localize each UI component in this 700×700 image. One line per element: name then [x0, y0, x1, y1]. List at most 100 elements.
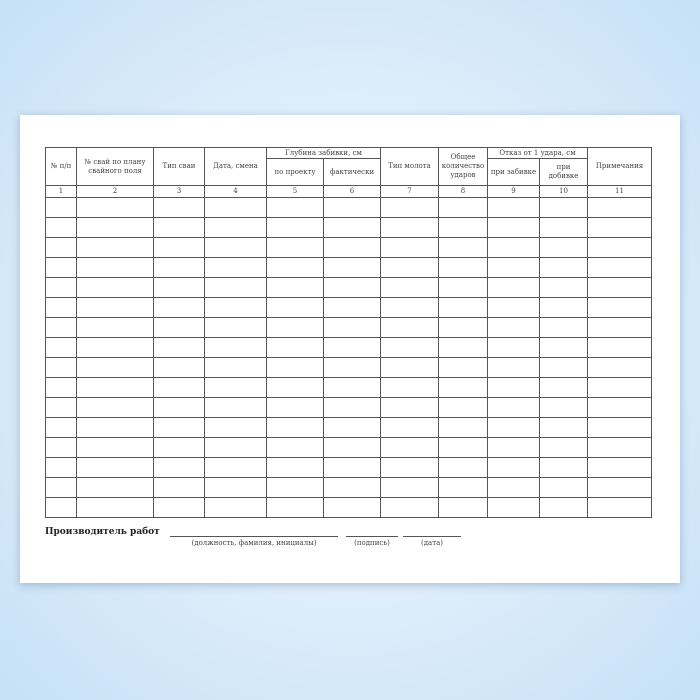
table-cell [45, 217, 77, 238]
table-cell [266, 417, 324, 438]
header-refusal-group: Отказ от 1 удара, см [486, 147, 589, 159]
table-cell [438, 457, 488, 478]
pile-driving-log-table: № п/п № свай по плану свайного поля Тип … [45, 147, 653, 518]
table-cell [153, 437, 205, 458]
table-row [45, 317, 653, 338]
table-cell [380, 237, 439, 258]
header-pile-number: № свай по плану свайного поля [76, 147, 154, 186]
table-cell [323, 377, 381, 398]
table-cell [438, 297, 488, 318]
table-cell [487, 397, 540, 418]
signature-caption: (подпись) [346, 536, 398, 547]
header-date-shift: Дата, смена [204, 147, 267, 186]
column-number: 8 [438, 185, 488, 198]
table-cell [487, 257, 540, 278]
signature-block: Производитель работ (должность, фамилия,… [45, 527, 651, 567]
table-cell [76, 237, 154, 258]
table-cell [204, 297, 267, 318]
table-cell [76, 337, 154, 358]
table-cell [380, 457, 439, 478]
table-cell [266, 317, 324, 338]
table-cell [204, 497, 267, 518]
table-cell [204, 417, 267, 438]
table-cell [45, 297, 77, 318]
table-cell [587, 397, 653, 418]
table-cell [538, 457, 589, 478]
work-producer-label: Производитель работ [45, 527, 160, 537]
table-cell [153, 457, 205, 478]
table-cell [538, 297, 589, 318]
table-cell [587, 457, 653, 478]
table-cell [380, 217, 439, 238]
table-cell [323, 277, 381, 298]
table-cell [438, 357, 488, 378]
table-cell [153, 297, 205, 318]
table-cell [438, 497, 488, 518]
table-cell [153, 217, 205, 238]
table-cell [438, 377, 488, 398]
table-cell [587, 197, 653, 218]
table-cell [538, 477, 589, 498]
table-cell [45, 257, 77, 278]
table-cell [153, 417, 205, 438]
table-cell [587, 477, 653, 498]
table-cell [323, 317, 381, 338]
table-cell [380, 317, 439, 338]
table-cell [76, 457, 154, 478]
table-cell [153, 337, 205, 358]
header-total-blows: Общее количество ударов [438, 147, 488, 186]
table-cell [323, 297, 381, 318]
header-number: № п/п [45, 147, 77, 186]
column-number: 7 [380, 185, 439, 198]
table-cell [45, 477, 77, 498]
table-cell [76, 397, 154, 418]
table-cell [438, 417, 488, 438]
table-cell [204, 197, 267, 218]
table-cell [380, 477, 439, 498]
table-cell [538, 257, 589, 278]
table-cell [587, 437, 653, 458]
table-cell [323, 417, 381, 438]
table-cell [487, 277, 540, 298]
table-cell [323, 397, 381, 418]
table-cell [538, 317, 589, 338]
table-cell [487, 317, 540, 338]
table-cell [487, 417, 540, 438]
table-cell [76, 317, 154, 338]
table-cell [45, 317, 77, 338]
table-cell [323, 217, 381, 238]
position-name-caption: (должность, фамилия, инициалы) [170, 536, 338, 547]
table-cell [266, 477, 324, 498]
table-cell [323, 357, 381, 378]
table-cell [76, 377, 154, 398]
table-cell [538, 217, 589, 238]
table-cell [204, 377, 267, 398]
table-cell [266, 377, 324, 398]
column-number: 11 [587, 185, 653, 198]
table-cell [76, 257, 154, 278]
table-cell [153, 397, 205, 418]
table-cell [538, 417, 589, 438]
table-cell [380, 377, 439, 398]
table-cell [438, 477, 488, 498]
table-cell [323, 497, 381, 518]
table-row [45, 477, 653, 498]
table-cell [323, 197, 381, 218]
table-cell [204, 457, 267, 478]
table-cell [153, 317, 205, 338]
table-cell [587, 357, 653, 378]
table-cell [45, 237, 77, 258]
header-notes: Примечания [587, 147, 653, 186]
table-cell [204, 257, 267, 278]
table-cell [153, 377, 205, 398]
table-cell [487, 197, 540, 218]
table-cell [204, 277, 267, 298]
table-row [45, 197, 653, 218]
table-cell [76, 357, 154, 378]
table-cell [45, 337, 77, 358]
table-cell [204, 217, 267, 238]
table-cell [438, 257, 488, 278]
header-depth-actual: фактически [323, 158, 381, 186]
table-row [45, 257, 653, 278]
table-cell [538, 337, 589, 358]
